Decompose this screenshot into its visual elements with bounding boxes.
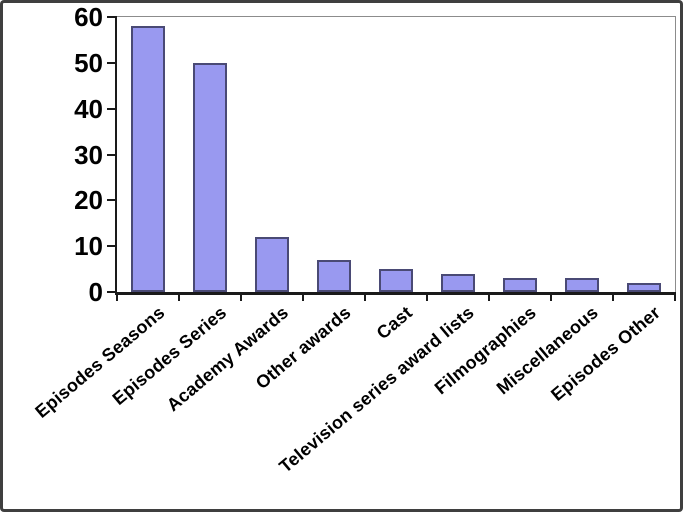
y-tick-label: 10 xyxy=(74,231,103,262)
y-tick-mark xyxy=(107,107,116,110)
bar xyxy=(503,278,537,292)
bar xyxy=(565,278,599,292)
x-tick-mark xyxy=(302,295,304,301)
y-tick-mark xyxy=(107,16,116,18)
plot-border-top xyxy=(117,16,676,17)
x-tick-mark xyxy=(240,295,242,301)
y-tick-label: 60 xyxy=(74,2,103,32)
bar xyxy=(441,274,475,292)
y-tick-mark xyxy=(107,291,116,293)
x-axis-line xyxy=(115,292,676,295)
y-tick-label: 30 xyxy=(74,139,103,170)
y-tick-mark xyxy=(107,61,116,64)
x-tick-mark xyxy=(488,295,490,301)
y-tick-mark xyxy=(107,245,116,248)
y-axis-line xyxy=(115,16,117,295)
x-tick-mark xyxy=(674,295,676,301)
bar xyxy=(317,260,351,292)
x-axis-label: Cast xyxy=(372,302,417,344)
y-tick-label: 40 xyxy=(74,93,103,124)
y-tick-label: 20 xyxy=(74,185,103,216)
x-tick-mark xyxy=(178,295,180,301)
bar xyxy=(255,237,289,292)
y-tick-label: 50 xyxy=(74,47,103,78)
x-tick-mark xyxy=(550,295,552,301)
y-tick-label: 0 xyxy=(88,277,103,307)
x-axis-label: Episodes Other xyxy=(547,302,665,405)
y-tick-mark xyxy=(107,153,116,156)
x-tick-mark xyxy=(612,295,614,301)
y-tick-mark xyxy=(107,199,116,202)
bar xyxy=(131,26,165,292)
plot-border-right xyxy=(675,16,676,295)
x-tick-mark xyxy=(364,295,366,301)
x-tick-mark xyxy=(426,295,428,301)
bar xyxy=(627,283,661,292)
x-tick-mark xyxy=(116,295,118,301)
bar xyxy=(379,269,413,292)
bar xyxy=(193,63,227,292)
